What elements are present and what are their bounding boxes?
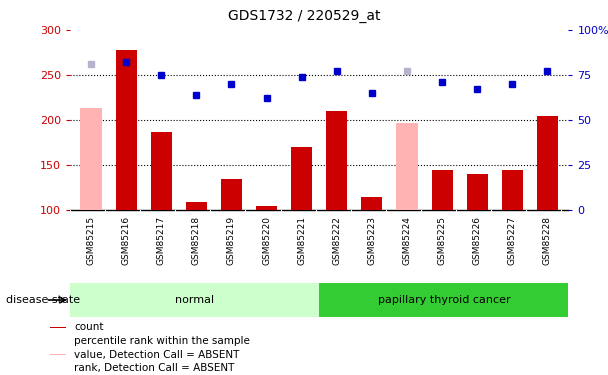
Text: GSM85222: GSM85222 bbox=[332, 216, 341, 265]
Text: GSM85218: GSM85218 bbox=[192, 216, 201, 265]
Bar bbox=[326, 111, 347, 210]
Text: papillary thyroid cancer: papillary thyroid cancer bbox=[378, 295, 510, 305]
Text: GDS1732 / 220529_at: GDS1732 / 220529_at bbox=[228, 9, 380, 23]
Bar bbox=[396, 123, 418, 210]
Text: GSM85215: GSM85215 bbox=[86, 216, 95, 265]
Text: GSM85223: GSM85223 bbox=[367, 216, 376, 265]
Text: normal: normal bbox=[175, 295, 214, 305]
Text: rank, Detection Call = ABSENT: rank, Detection Call = ABSENT bbox=[74, 363, 234, 373]
Bar bbox=[502, 170, 523, 210]
Bar bbox=[319, 283, 568, 317]
Bar bbox=[70, 283, 319, 317]
Text: GSM85224: GSM85224 bbox=[402, 216, 412, 265]
Text: disease state: disease state bbox=[6, 295, 80, 305]
Bar bbox=[291, 147, 312, 210]
Bar bbox=[537, 116, 558, 210]
Text: count: count bbox=[74, 322, 103, 332]
Bar bbox=[221, 178, 242, 210]
Text: GSM85221: GSM85221 bbox=[297, 216, 306, 265]
Bar bbox=[186, 202, 207, 210]
Bar bbox=[467, 174, 488, 210]
Text: GSM85226: GSM85226 bbox=[472, 216, 482, 265]
Text: value, Detection Call = ABSENT: value, Detection Call = ABSENT bbox=[74, 350, 240, 360]
Text: GSM85225: GSM85225 bbox=[438, 216, 447, 265]
Text: GSM85217: GSM85217 bbox=[157, 216, 166, 265]
Bar bbox=[80, 108, 102, 210]
Text: percentile rank within the sample: percentile rank within the sample bbox=[74, 336, 250, 346]
Text: GSM85227: GSM85227 bbox=[508, 216, 517, 265]
Bar bbox=[151, 132, 171, 210]
Bar bbox=[432, 170, 452, 210]
Bar bbox=[256, 206, 277, 210]
Bar bbox=[361, 196, 382, 210]
Text: GSM85228: GSM85228 bbox=[543, 216, 552, 265]
Text: GSM85220: GSM85220 bbox=[262, 216, 271, 265]
Text: GSM85216: GSM85216 bbox=[122, 216, 131, 265]
Text: GSM85219: GSM85219 bbox=[227, 216, 236, 265]
Bar bbox=[116, 50, 137, 210]
